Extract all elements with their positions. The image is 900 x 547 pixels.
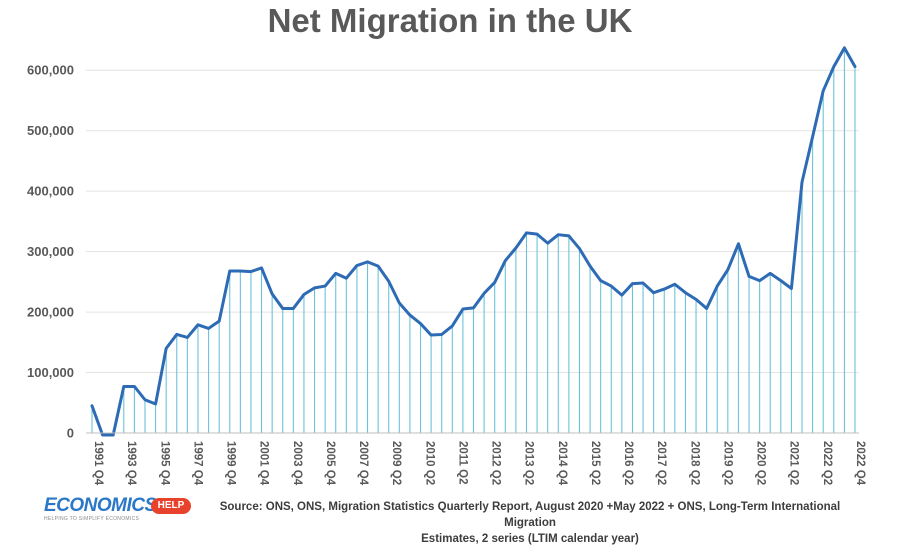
x-tick-label: 1997 Q4	[191, 441, 203, 486]
y-axis-ticks: 0 100,000 200,000 300,000 400,000 500,000 600,…	[27, 63, 74, 441]
x-tick-label: 2009 Q2	[390, 441, 402, 485]
y-tick-label: 100,000	[27, 365, 74, 380]
x-tick-label: 2022 Q4	[854, 441, 866, 486]
y-tick-label: 400,000	[27, 184, 74, 199]
x-tick-label: 2015 Q2	[589, 441, 601, 485]
x-tick-label: 2021 Q2	[788, 441, 800, 485]
source-line-2: Estimates, 2 series (LTIM calendar year)	[421, 533, 639, 545]
x-tick-label: 2003 Q4	[291, 441, 303, 486]
x-tick-label: 2001 Q4	[258, 441, 270, 486]
x-tick-label: 2014 Q4	[556, 441, 568, 486]
x-tick-label: 2012 Q2	[490, 441, 502, 485]
x-tick-label: 1993 Q4	[125, 441, 137, 486]
x-tick-label: 2010 Q2	[423, 441, 435, 485]
logo-badge: HELP	[151, 498, 191, 514]
x-tick-label: 2018 Q2	[688, 441, 700, 485]
y-tick-label: 500,000	[27, 123, 74, 138]
economics-help-logo: ECONOMICS HELP HELPING TO SIMPLIFY ECONO…	[44, 495, 194, 525]
logo-wordmark: ECONOMICS	[44, 495, 157, 516]
x-tick-label: 2013 Q2	[523, 441, 535, 485]
y-tick-label: 0	[67, 426, 74, 441]
y-tick-label: 600,000	[27, 63, 74, 78]
y-tick-label: 300,000	[27, 244, 74, 259]
x-tick-label: 2020 Q2	[755, 441, 767, 485]
source-note: Source: ONS, ONS, Migration Statistics Q…	[200, 499, 860, 547]
x-axis-ticks: 1991 Q4 1993 Q4 1995 Q4 1997 Q4 1999 Q4 2001 …	[92, 441, 866, 486]
x-tick-label: 2005 Q4	[324, 441, 336, 486]
x-tick-label: 2019 Q2	[721, 441, 733, 485]
x-tick-label: 2022 Q2	[821, 441, 833, 485]
x-tick-label: 1991 Q4	[92, 441, 104, 486]
logo-tagline: HELPING TO SIMPLIFY ECONOMICS	[44, 516, 140, 522]
x-tick-label: 2007 Q4	[357, 441, 369, 486]
gridlines	[86, 69, 859, 374]
fill-lines	[91, 47, 856, 433]
x-tick-label: 2016 Q2	[622, 441, 634, 485]
y-tick-label: 200,000	[27, 305, 74, 320]
x-tick-label: 1995 Q4	[158, 441, 170, 486]
x-tick-label: 2011 Q2	[456, 441, 468, 484]
source-line-1: Source: ONS, ONS, Migration Statistics Q…	[219, 501, 841, 529]
chart-title: Net Migration in the UK	[267, 2, 633, 39]
x-tick-label: 2017 Q2	[655, 441, 667, 485]
series-line	[90, 46, 857, 437]
x-tick-label: 1999 Q4	[225, 441, 237, 486]
chart-plot: 0 100,000 200,000 300,000 400,000 500,000 600,…	[27, 46, 866, 486]
